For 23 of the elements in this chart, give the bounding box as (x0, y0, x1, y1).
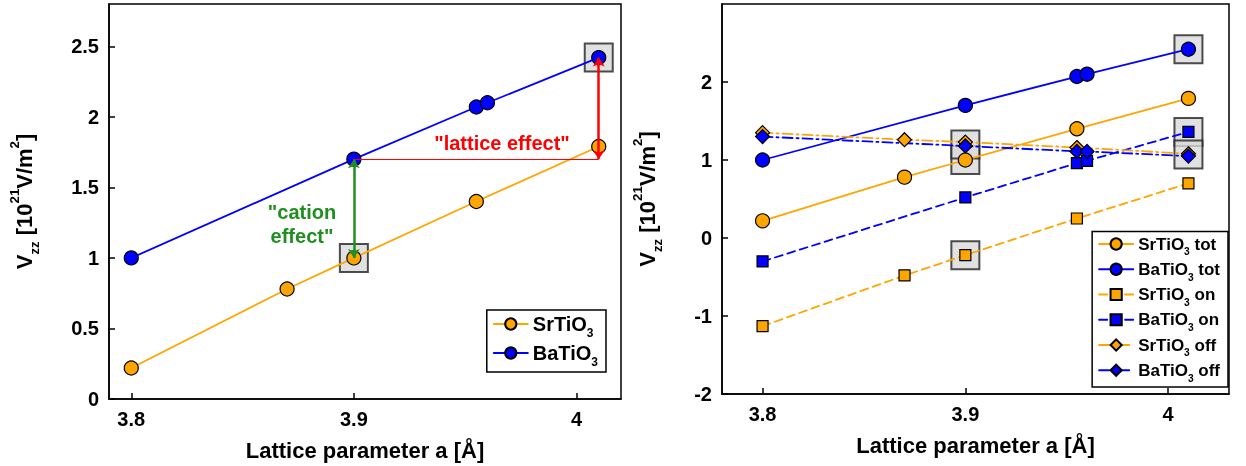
y-tick-label: -1 (694, 305, 712, 327)
y-tick-label: 1 (700, 149, 712, 171)
x-axis-title: Lattice parameter a [Å] (856, 431, 1095, 458)
x-tick-label: 3.8 (117, 408, 146, 430)
y-axis-title: Vzz [1021V/m2] (630, 131, 665, 267)
annotation: "lattice effect" (434, 132, 570, 154)
y-tick-label: 0 (700, 227, 712, 249)
y-tick-label: 2 (87, 105, 99, 128)
x-axis-title: Lattice parameter a [Å] (245, 436, 485, 463)
x-tick-label: 4 (1162, 403, 1175, 425)
y-tick-label: 1.5 (71, 176, 99, 199)
y-tick-label: 0.5 (71, 317, 99, 340)
x-tick-label: 3.9 (951, 403, 980, 425)
x-tick-label: 3.8 (748, 403, 777, 425)
y-tick-label: 2.5 (71, 35, 99, 58)
annotation: "cation effect" (267, 201, 337, 247)
y-tick-label: 0 (87, 388, 99, 410)
y-tick-label: 1 (87, 246, 99, 269)
y-tick-label: -2 (694, 383, 712, 405)
x-tick-label: 3.9 (339, 408, 368, 430)
x-tick-label: 4 (570, 408, 583, 430)
y-tick-label: 2 (700, 71, 712, 93)
y-axis-title: Vzz [1021V/m2] (7, 133, 42, 270)
